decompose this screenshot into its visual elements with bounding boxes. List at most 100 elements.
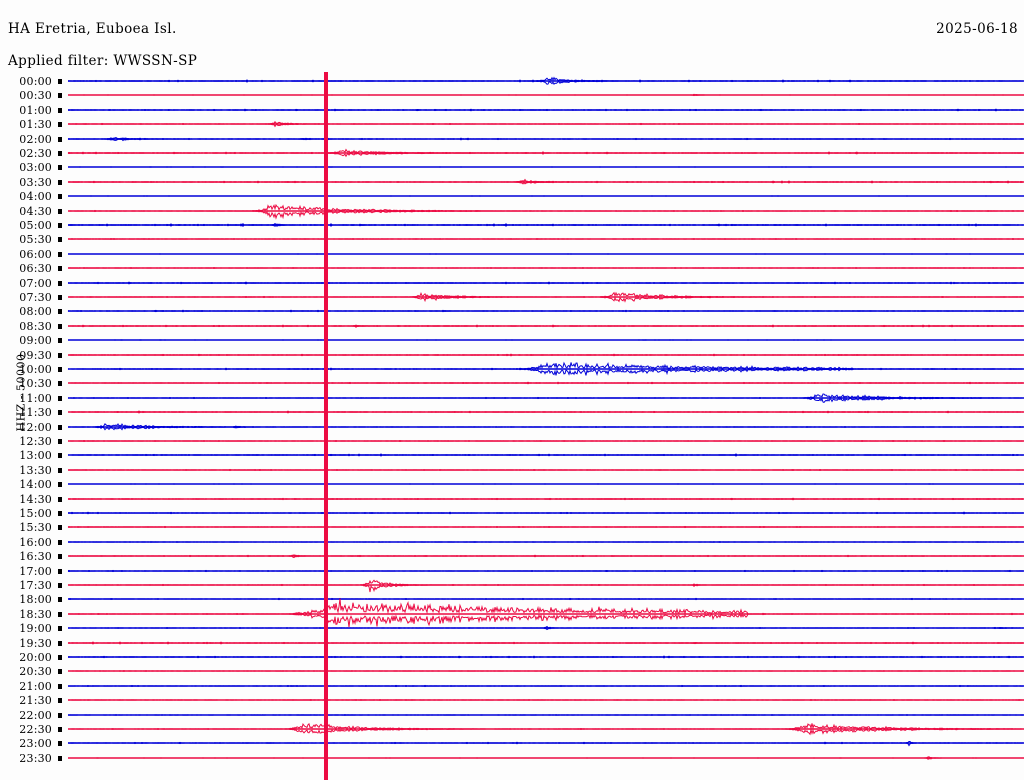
trace-row[interactable]: 06:30 [0,260,1024,276]
seismic-trace[interactable] [67,404,1024,420]
seismic-trace[interactable] [67,390,1024,406]
seismic-trace[interactable] [67,491,1024,507]
trace-row[interactable]: 17:30 [0,577,1024,593]
trace-row[interactable]: 13:30 [0,462,1024,478]
seismic-trace[interactable] [67,87,1024,103]
seismic-trace[interactable] [67,577,1024,593]
seismic-trace[interactable] [67,318,1024,334]
trace-row[interactable]: 05:30 [0,231,1024,247]
seismic-trace[interactable] [67,447,1024,463]
trace-row[interactable]: 23:00 [0,735,1024,751]
trace-row[interactable]: 09:00 [0,332,1024,348]
seismic-trace[interactable] [67,476,1024,492]
seismic-trace[interactable] [67,73,1024,89]
trace-row[interactable]: 02:00 [0,131,1024,147]
time-axis-label: 04:30 [19,204,52,218]
seismic-trace[interactable] [67,591,1024,607]
seismic-trace[interactable] [67,174,1024,190]
trace-row[interactable]: 13:00 [0,447,1024,463]
trace-row[interactable]: 04:30 [0,203,1024,220]
seismic-trace[interactable] [67,735,1024,751]
seismic-trace[interactable] [67,620,1024,636]
trace-row[interactable]: 02:30 [0,145,1024,161]
trace-row[interactable]: 01:00 [0,102,1024,118]
seismic-trace[interactable] [67,131,1024,147]
trace-row[interactable]: 04:00 [0,188,1024,204]
trace-row[interactable]: 08:30 [0,318,1024,334]
seismic-trace[interactable] [67,116,1024,132]
trace-row[interactable]: 19:30 [0,635,1024,651]
axis-tick-mark [58,208,62,214]
seismic-trace[interactable] [67,159,1024,175]
trace-row[interactable]: 01:30 [0,116,1024,132]
trace-row[interactable]: 11:30 [0,404,1024,420]
seismic-trace[interactable] [67,598,1024,627]
trace-row[interactable]: 06:00 [0,246,1024,262]
trace-row[interactable]: 20:30 [0,663,1024,679]
trace-row[interactable]: 14:00 [0,476,1024,492]
trace-row[interactable]: 03:00 [0,159,1024,175]
trace-row[interactable]: 05:00 [0,217,1024,233]
trace-row[interactable]: 08:00 [0,303,1024,319]
trace-row[interactable]: 12:30 [0,433,1024,449]
seismic-trace[interactable] [67,692,1024,708]
seismic-trace[interactable] [67,260,1024,276]
trace-row[interactable]: 22:30 [0,721,1024,737]
seismic-trace[interactable] [67,462,1024,478]
seismic-trace[interactable] [67,203,1024,220]
trace-row[interactable]: 10:00 [0,361,1024,377]
seismic-trace[interactable] [67,707,1024,723]
trace-row[interactable]: 21:00 [0,678,1024,694]
trace-row[interactable]: 18:30 [0,598,1024,627]
seismic-trace[interactable] [67,678,1024,694]
seismic-trace[interactable] [67,419,1024,435]
seismic-trace[interactable] [67,635,1024,651]
seismic-trace[interactable] [67,375,1024,391]
seismic-trace[interactable] [67,188,1024,204]
seismic-trace[interactable] [67,332,1024,348]
axis-tick-mark [58,136,62,142]
seismic-trace[interactable] [68,663,1024,679]
trace-row[interactable]: 14:30 [0,491,1024,507]
trace-row[interactable]: 17:00 [0,563,1024,579]
seismic-trace[interactable] [67,505,1024,521]
seismic-trace[interactable] [68,289,1024,305]
trace-row[interactable]: 16:00 [0,534,1024,550]
trace-row[interactable]: 00:00 [0,73,1024,89]
trace-row[interactable]: 15:30 [0,519,1024,535]
trace-row[interactable]: 11:00 [0,390,1024,406]
seismic-trace[interactable] [67,347,1024,363]
trace-row[interactable]: 07:30 [0,289,1024,305]
trace-row[interactable]: 03:30 [0,174,1024,190]
trace-row[interactable]: 15:00 [0,505,1024,521]
seismic-trace[interactable] [68,750,1024,766]
trace-row[interactable]: 00:30 [0,87,1024,103]
seismic-trace[interactable] [68,102,1024,118]
seismic-trace[interactable] [67,433,1024,449]
seismic-trace[interactable] [67,649,1024,665]
seismic-trace[interactable] [67,519,1024,535]
trace-row[interactable]: 16:30 [0,548,1024,564]
trace-row[interactable]: 19:00 [0,620,1024,636]
seismic-trace[interactable] [67,534,1024,550]
trace-row[interactable]: 12:00 [0,419,1024,435]
trace-row[interactable]: 20:00 [0,649,1024,665]
seismic-trace[interactable] [67,275,1024,291]
seismic-trace[interactable] [67,217,1024,233]
trace-row[interactable]: 18:00 [0,591,1024,607]
trace-row[interactable]: 22:00 [0,707,1024,723]
seismic-trace[interactable] [67,361,1024,377]
seismic-trace[interactable] [67,563,1024,579]
trace-row[interactable]: 10:30 [0,375,1024,391]
trace-row[interactable]: 07:00 [0,275,1024,291]
trace-row[interactable]: 21:30 [0,692,1024,708]
seismic-trace[interactable] [67,145,1024,161]
seismic-trace[interactable] [67,548,1024,564]
seismic-trace[interactable] [68,721,1024,737]
seismic-trace[interactable] [67,303,1024,319]
trace-row[interactable]: 09:30 [0,347,1024,363]
trace-row[interactable]: 23:30 [0,750,1024,766]
seismic-trace[interactable] [67,231,1024,247]
seismic-trace[interactable] [67,246,1024,262]
